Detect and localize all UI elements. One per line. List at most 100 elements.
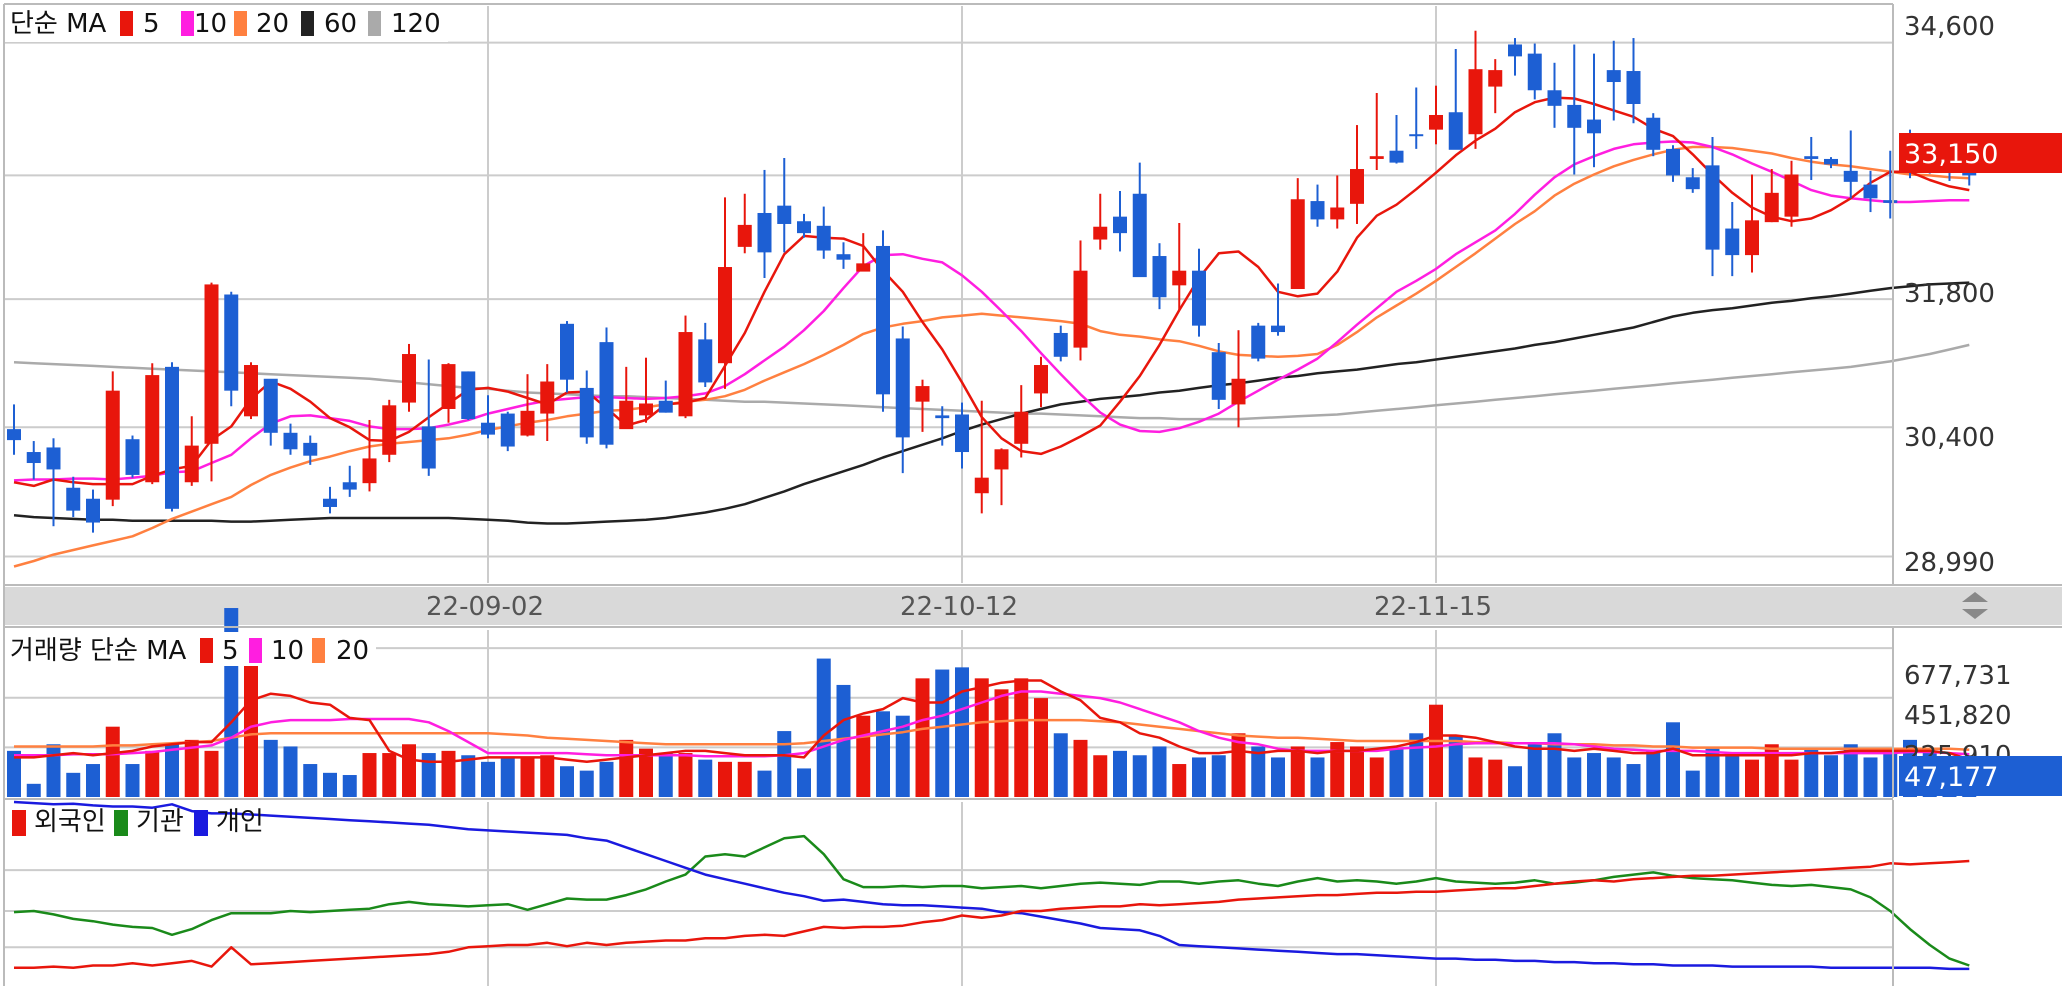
candle[interactable] [1587, 53, 1601, 168]
volume-bar[interactable] [441, 750, 456, 797]
volume-bar[interactable] [1231, 733, 1246, 797]
volume-bar[interactable] [678, 753, 693, 797]
volume-bar[interactable] [1646, 750, 1661, 797]
volume-bar[interactable] [1290, 746, 1305, 797]
volume-bar[interactable] [184, 739, 199, 797]
candle[interactable] [382, 399, 397, 463]
candle[interactable] [1508, 38, 1522, 76]
candle[interactable] [1448, 49, 1463, 150]
candle[interactable] [1824, 157, 1838, 169]
candle[interactable] [737, 193, 752, 254]
price-candles[interactable] [7, 30, 1977, 533]
candle[interactable] [1883, 150, 1898, 219]
candle[interactable] [421, 359, 436, 476]
volume-bar[interactable] [619, 739, 634, 797]
volume-bar[interactable] [698, 759, 713, 797]
candle[interactable] [1409, 87, 1424, 149]
candle[interactable] [520, 374, 535, 437]
volume-bar[interactable] [1429, 704, 1443, 797]
candle[interactable] [1725, 201, 1740, 277]
candle[interactable] [342, 465, 357, 497]
candle[interactable] [915, 379, 930, 432]
candle[interactable] [184, 416, 199, 486]
candle[interactable] [1863, 170, 1878, 213]
candle[interactable] [1152, 243, 1167, 310]
volume-bar[interactable] [362, 753, 377, 797]
volume-bar[interactable] [26, 783, 41, 797]
candle[interactable] [678, 315, 693, 419]
volume-bar[interactable] [165, 744, 179, 797]
candle[interactable] [876, 230, 890, 412]
volume-bar[interactable] [1192, 757, 1206, 797]
volume-bar[interactable] [1666, 722, 1680, 797]
volume-bar[interactable] [1211, 755, 1226, 797]
candle[interactable] [797, 213, 811, 238]
candle[interactable] [1567, 44, 1582, 175]
candle[interactable] [125, 435, 140, 478]
candle[interactable] [1429, 85, 1443, 145]
volume-bar[interactable] [1448, 735, 1463, 797]
volume-bar[interactable] [856, 715, 871, 797]
candle[interactable] [1843, 130, 1858, 199]
volume-bar[interactable] [757, 770, 772, 797]
candle[interactable] [1350, 125, 1364, 224]
candle[interactable] [777, 158, 792, 253]
volume-bar[interactable] [895, 715, 910, 797]
volume-bar[interactable] [204, 750, 219, 797]
candle[interactable] [579, 370, 594, 444]
candle[interactable] [461, 371, 476, 420]
volume-bar[interactable] [737, 761, 752, 797]
volume-bar[interactable] [283, 746, 298, 797]
volume-bar[interactable] [1330, 742, 1345, 797]
volume-bar[interactable] [105, 726, 120, 797]
candle[interactable] [263, 378, 278, 446]
candle[interactable] [1034, 356, 1048, 408]
volume-bar[interactable] [955, 667, 969, 797]
volume-bar[interactable] [658, 753, 673, 797]
candle[interactable] [1073, 240, 1088, 361]
volume-bar[interactable] [1843, 744, 1858, 797]
volume-bar[interactable] [7, 750, 21, 797]
volume-bar[interactable] [1725, 753, 1740, 797]
volume-bar[interactable] [481, 761, 495, 797]
volume-bar[interactable] [560, 766, 574, 797]
candle[interactable] [698, 322, 713, 388]
volume-bar[interactable] [540, 755, 555, 797]
volume-bar[interactable] [1508, 766, 1522, 797]
candle[interactable] [1251, 322, 1266, 362]
candle[interactable] [1626, 38, 1641, 124]
candle[interactable] [856, 233, 871, 272]
candle[interactable] [481, 395, 495, 439]
volume-bar[interactable] [263, 739, 278, 797]
volume-bar[interactable] [718, 761, 732, 797]
volume-bar[interactable] [1093, 755, 1108, 797]
panel-resize-icon[interactable] [1955, 590, 1995, 622]
candle[interactable] [441, 363, 456, 423]
volume-bar[interactable] [1764, 744, 1779, 797]
volume-bar[interactable] [1824, 755, 1838, 797]
candle[interactable] [86, 489, 100, 533]
candle[interactable] [362, 419, 377, 492]
candle[interactable] [1369, 93, 1384, 170]
volume-bar[interactable] [46, 744, 61, 797]
candle[interactable] [26, 441, 41, 480]
volume-bar[interactable] [1804, 748, 1819, 797]
candle[interactable] [224, 291, 239, 407]
candle[interactable] [994, 448, 1009, 506]
volume-bar[interactable] [639, 748, 653, 797]
investor-flow-panel[interactable]: 외국인 기관 개인 [4, 800, 1970, 986]
candle[interactable] [283, 423, 298, 455]
candle[interactable] [7, 404, 21, 455]
volume-bar[interactable] [461, 755, 476, 797]
volume-bar[interactable] [1883, 753, 1898, 797]
volume-bar[interactable] [915, 678, 930, 797]
candle[interactable] [718, 197, 732, 389]
volume-bar[interactable] [382, 753, 397, 797]
candle[interactable] [560, 321, 574, 393]
candle[interactable] [1646, 113, 1661, 157]
volume-bar[interactable] [1152, 746, 1167, 797]
candle[interactable] [303, 435, 318, 465]
candle[interactable] [1804, 136, 1819, 181]
candle[interactable] [1172, 223, 1187, 311]
volume-bar[interactable] [1172, 764, 1187, 797]
